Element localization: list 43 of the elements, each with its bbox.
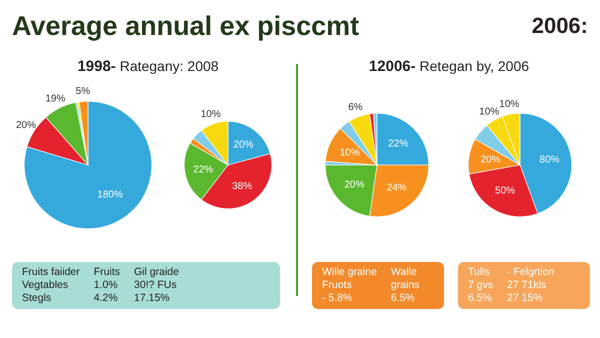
text: Fruots <box>322 279 353 292</box>
data-label: 6% <box>348 102 364 113</box>
text: Stegls <box>22 292 52 305</box>
data-label: 20% <box>480 154 502 166</box>
data-label: 10% <box>340 147 360 158</box>
text: Fruits <box>94 266 120 279</box>
data-label: 22% <box>388 138 409 150</box>
data-label: 24% <box>387 182 408 194</box>
text: 27 71kls <box>507 279 548 292</box>
data-label: 20% <box>344 179 365 190</box>
data-label: 10% <box>200 108 221 120</box>
text: Walle <box>390 266 418 279</box>
text: 6.5% <box>390 292 416 305</box>
text: 2006: <box>532 13 588 39</box>
data-label: 19% <box>45 94 66 105</box>
data-label: 20% <box>16 120 36 131</box>
text: 27 15% <box>507 292 544 305</box>
text: Wille graine <box>322 266 377 279</box>
data-label: 80% <box>540 154 560 166</box>
chart-title: 12006- Retegan by, 2006 <box>368 58 530 77</box>
text: 4.2% <box>94 292 119 305</box>
text: 6.5% <box>468 292 493 305</box>
text: grains <box>390 279 420 292</box>
text: Tulls <box>468 266 491 279</box>
text: 1.0% <box>94 279 119 292</box>
text: Vegtables <box>22 279 70 292</box>
data-label: 180% <box>97 189 123 200</box>
text: 17.15% <box>134 292 171 305</box>
text: - 5.8% <box>322 292 354 305</box>
data-label: 5% <box>76 86 90 98</box>
data-label: 10% <box>500 98 520 110</box>
text: Average annual ex pisccmt <box>12 10 360 42</box>
text: Gil graide <box>134 266 179 279</box>
text: Fruits faiider <box>22 266 80 279</box>
data-label: 10% <box>480 106 500 118</box>
text: - Felgrtion <box>507 266 554 279</box>
text: 7 gvs <box>468 279 494 292</box>
text: 30!? FUs <box>134 279 178 292</box>
chart-title: 1998- Rategany: 2008 <box>76 58 220 77</box>
data-label: 20% <box>233 140 254 151</box>
data-label: 38% <box>232 180 252 192</box>
data-label: 50% <box>495 186 516 197</box>
data-label: 22% <box>193 164 214 176</box>
